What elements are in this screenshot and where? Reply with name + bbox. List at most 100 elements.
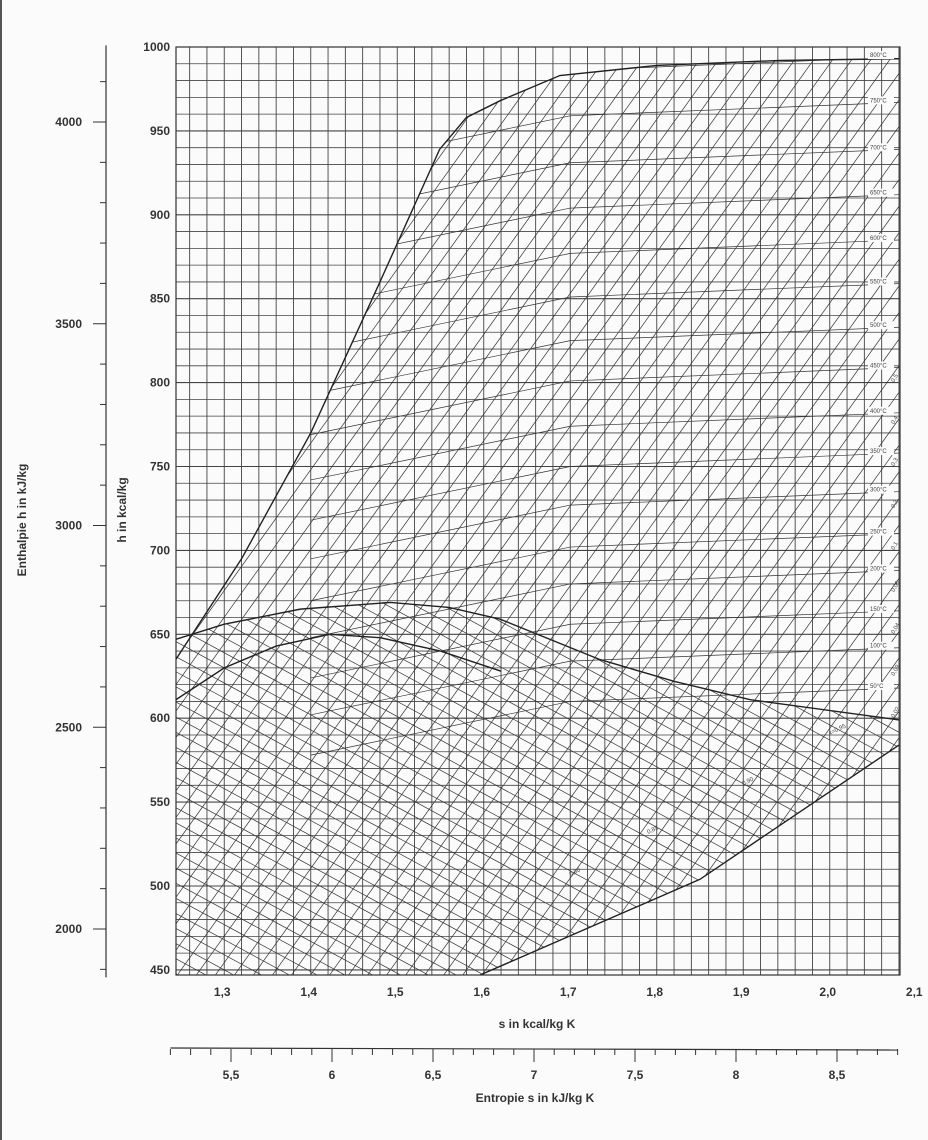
quality-line — [175, 602, 899, 975]
quality-line — [175, 716, 651, 975]
isobar-line — [386, 259, 899, 975]
quality-line — [175, 686, 707, 975]
isobar-line — [175, 58, 538, 553]
isotherm-line — [310, 367, 899, 435]
isobar-line — [175, 58, 747, 845]
quality-line — [175, 641, 790, 975]
isobar-line — [557, 498, 899, 975]
quality-line — [175, 602, 899, 733]
isobar-line — [576, 525, 899, 975]
isobar-line — [175, 58, 785, 898]
isotherm-label: 750°C — [870, 98, 887, 104]
pressure-label: 0,05 — [891, 580, 902, 594]
secondary-x-tick-label: 6,5 — [425, 1068, 442, 1082]
pressure-label: 0,2 — [891, 499, 901, 510]
isobar-line — [175, 58, 804, 925]
quality-line — [175, 897, 318, 975]
upper-envelope-curve — [176, 58, 899, 660]
isobar-line — [175, 58, 824, 951]
isobar-line — [652, 631, 899, 975]
isobar-line — [538, 471, 899, 975]
isotherm-label: 600°C — [870, 236, 887, 242]
isobar-line — [175, 58, 348, 287]
isotherm-label-bg — [868, 564, 894, 573]
isobar-line — [175, 58, 766, 872]
isotherm-label-bg — [868, 681, 894, 690]
isotherm-line — [310, 570, 899, 638]
axes: 1000 950 900 850 800 750 700 650 600 550 500 450 1,3… — [15, 40, 923, 1105]
y-tick-label: 500 — [150, 879, 170, 893]
quality-line — [175, 882, 345, 975]
isotherm-label: 50°C — [870, 684, 884, 690]
isobar-line — [175, 58, 329, 260]
isobar-line — [310, 152, 899, 975]
isobar-line — [481, 392, 899, 975]
isotherm-label-bg — [868, 447, 894, 456]
quality-line — [175, 958, 206, 975]
isobar-line — [881, 950, 899, 975]
lower-boundary-curve — [480, 744, 900, 975]
isotherm-label: 550°C — [870, 280, 887, 286]
isotherm-line — [310, 326, 899, 395]
quality-line — [175, 913, 290, 975]
quality-line — [175, 602, 899, 748]
quality-line — [175, 602, 899, 960]
isobar-line — [175, 58, 405, 367]
isobar-line — [215, 58, 881, 975]
x-tick-label: 1,9 — [733, 985, 750, 999]
isobar-line — [329, 179, 899, 975]
isotherm-label-bg — [868, 641, 894, 650]
isobar-line — [348, 206, 899, 975]
isobar-line — [272, 99, 899, 975]
quality-line — [175, 602, 899, 703]
isotherm-label-bg — [868, 527, 894, 536]
pressure-label: 0,4 — [891, 415, 901, 426]
secondary-x-axis-title: Entropie s in kJ/kg K — [476, 1091, 595, 1105]
quality-line — [175, 777, 540, 975]
isobar-line — [175, 58, 291, 207]
isotherm-line — [310, 452, 899, 521]
isobar-line — [175, 58, 424, 393]
quality-line — [175, 602, 899, 778]
isobar-line — [405, 285, 899, 975]
isotherm-label: 100°C — [870, 644, 887, 650]
x-tick-label: 1,6 — [473, 985, 490, 999]
quality-group — [175, 602, 899, 975]
isobar-line — [462, 365, 899, 975]
secondary-x-tick-label: 5,5 — [223, 1068, 240, 1082]
isotherm-label: 150°C — [870, 607, 887, 613]
isotherm-line — [310, 491, 899, 560]
x-tick-label: 1,5 — [387, 985, 404, 999]
isobar-line — [424, 312, 899, 975]
pressure-label: 0,3 — [891, 457, 901, 468]
y-tick-label: 800 — [150, 376, 170, 390]
isotherm-label-bg — [868, 188, 894, 197]
isobar-line — [196, 58, 862, 975]
isobar-line — [175, 58, 196, 74]
y-tick-label: 900 — [150, 208, 170, 222]
curves — [176, 58, 900, 975]
quality-line — [175, 731, 623, 975]
y-tick-label: 550 — [150, 795, 170, 809]
secondary-x-tick-label: 8 — [733, 1068, 740, 1082]
quality-line — [175, 602, 899, 869]
isotherm-label: 800°C — [870, 53, 887, 59]
y-tick-label: 600 — [150, 711, 170, 725]
quality-label: 0,85 — [646, 825, 660, 836]
isobar-line — [291, 126, 899, 975]
quality-line — [175, 943, 234, 975]
isotherm-label-bg — [868, 485, 894, 494]
quality-line — [175, 602, 899, 899]
secondary-x-tick-label: 7 — [531, 1068, 538, 1082]
y-axis-title: h in kcal/kg — [115, 477, 129, 542]
isotherm-label-bg — [868, 406, 894, 415]
isotherm-label-bg — [868, 96, 894, 105]
y-tick-label: 750 — [150, 460, 170, 474]
x-tick-label: 1,7 — [560, 985, 577, 999]
chart-labels: 800°C 750°C 700°C 650°C 600°C 550°C 500°C 450°C… — [569, 51, 902, 878]
isotherm-line — [310, 610, 899, 679]
plot-frame — [175, 46, 901, 976]
quality-line — [175, 762, 568, 975]
quality-line — [175, 602, 899, 929]
y-tick-label: 650 — [150, 627, 170, 641]
